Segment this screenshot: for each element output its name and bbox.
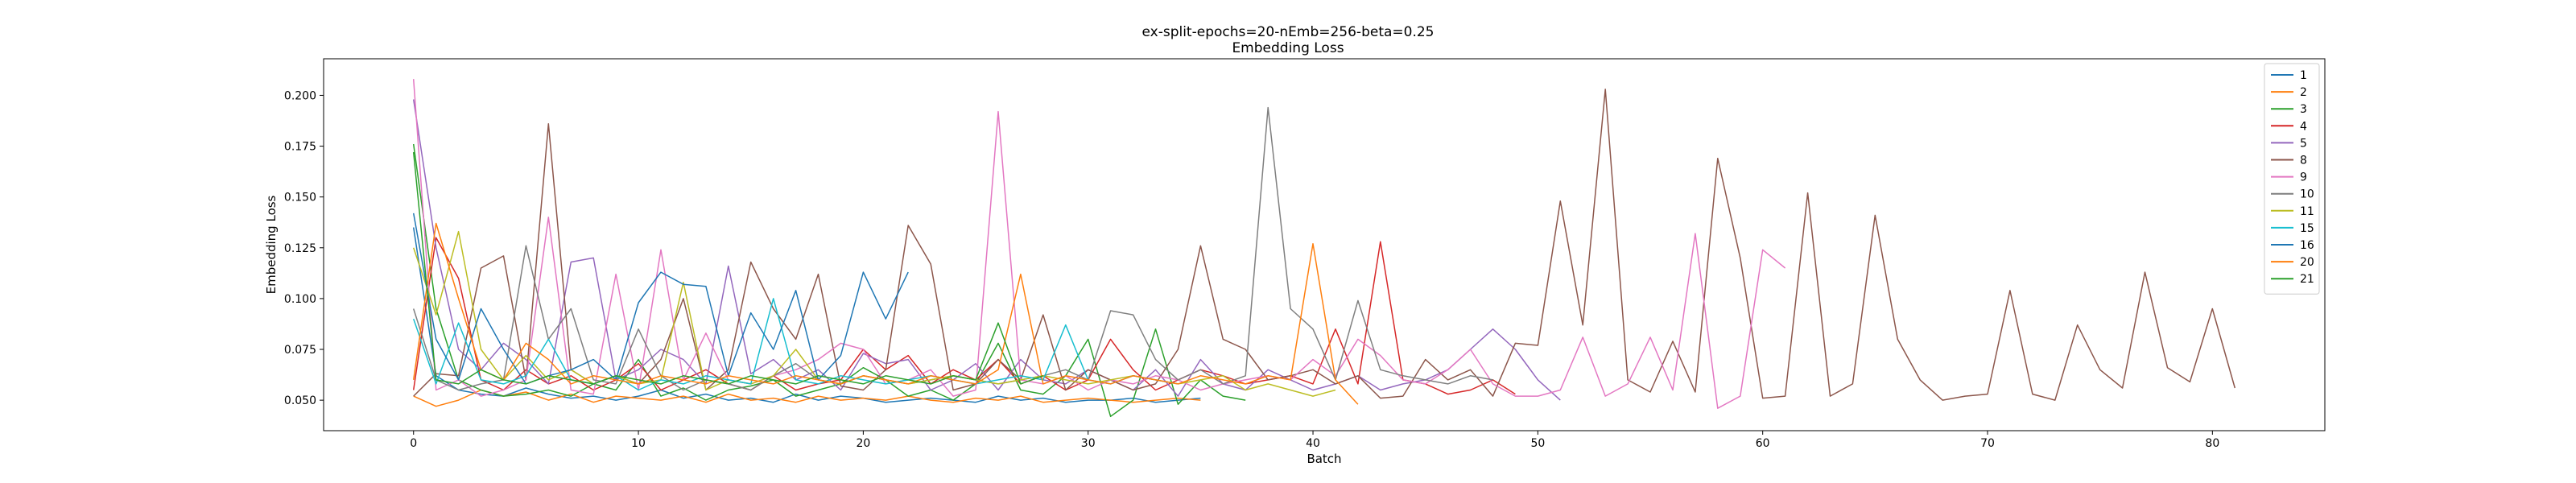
- series-line-2: [413, 389, 1201, 407]
- y-tick-label: 0.100: [284, 293, 316, 306]
- series-line-9: [412, 79, 1786, 409]
- y-tick-label: 0.150: [284, 192, 316, 204]
- legend-label-1: 1: [2300, 69, 2307, 82]
- legend-label-3: 3: [2300, 103, 2307, 116]
- x-tick-label: 20: [856, 437, 870, 450]
- legend-label-9: 9: [2300, 171, 2307, 184]
- y-axis-ticks: 0.050 0.075 0.100 0.125 0.150 0.175 0.200: [284, 89, 324, 407]
- legend-label-10: 10: [2300, 188, 2314, 201]
- legend-label-8: 8: [2300, 155, 2307, 167]
- legend-label-20: 20: [2300, 256, 2314, 269]
- series-line-3: [412, 143, 1246, 418]
- plot-frame: [323, 58, 2326, 431]
- series-line-21: [412, 152, 1044, 385]
- x-tick-label: 40: [1306, 437, 1320, 450]
- y-tick-label: 0.200: [284, 89, 316, 102]
- chart-suptitle: ex-split-epochs=20-nEmb=256-beta=0.25: [1141, 24, 1435, 40]
- x-axis-label: Batch: [1307, 452, 1341, 466]
- series-line-1: [412, 227, 1201, 403]
- legend: 1 2 3 4 5 8 9 10 11 15 16 20 21: [2264, 63, 2320, 295]
- legend-label-2: 2: [2300, 86, 2307, 99]
- x-tick-label: 30: [1081, 437, 1096, 450]
- x-tick-label: 60: [1756, 437, 1770, 450]
- x-tick-label: 70: [1980, 437, 1995, 450]
- x-tick-label: 10: [631, 437, 646, 450]
- y-tick-label: 0.075: [284, 344, 316, 357]
- x-tick-label: 50: [1530, 437, 1545, 450]
- legend-label-15: 15: [2300, 222, 2314, 235]
- y-tick-label: 0.175: [284, 141, 316, 154]
- y-tick-label: 0.050: [284, 394, 316, 407]
- series-line-4: [412, 237, 1516, 395]
- legend-label-5: 5: [2300, 137, 2307, 150]
- x-tick-label: 80: [2205, 437, 2219, 450]
- series-line-16: [412, 213, 909, 385]
- legend-label-11: 11: [2300, 205, 2314, 218]
- x-axis-ticks: 0 10 20 30 40 50 60 70 80: [410, 431, 2219, 450]
- series-line-10: [412, 106, 1493, 391]
- series-line-15: [412, 298, 1179, 391]
- x-tick-label: 0: [410, 437, 417, 450]
- legend-label-21: 21: [2300, 273, 2314, 286]
- y-tick-label: 0.125: [284, 242, 316, 255]
- legend-label-16: 16: [2300, 239, 2314, 252]
- y-axis-label: Embedding Loss: [264, 195, 279, 294]
- series-layer: [412, 79, 2236, 418]
- legend-label-4: 4: [2300, 120, 2307, 133]
- chart-title: Embedding Loss: [1232, 40, 1344, 56]
- series-line-20: [412, 222, 1359, 405]
- legend-box: [2264, 63, 2320, 295]
